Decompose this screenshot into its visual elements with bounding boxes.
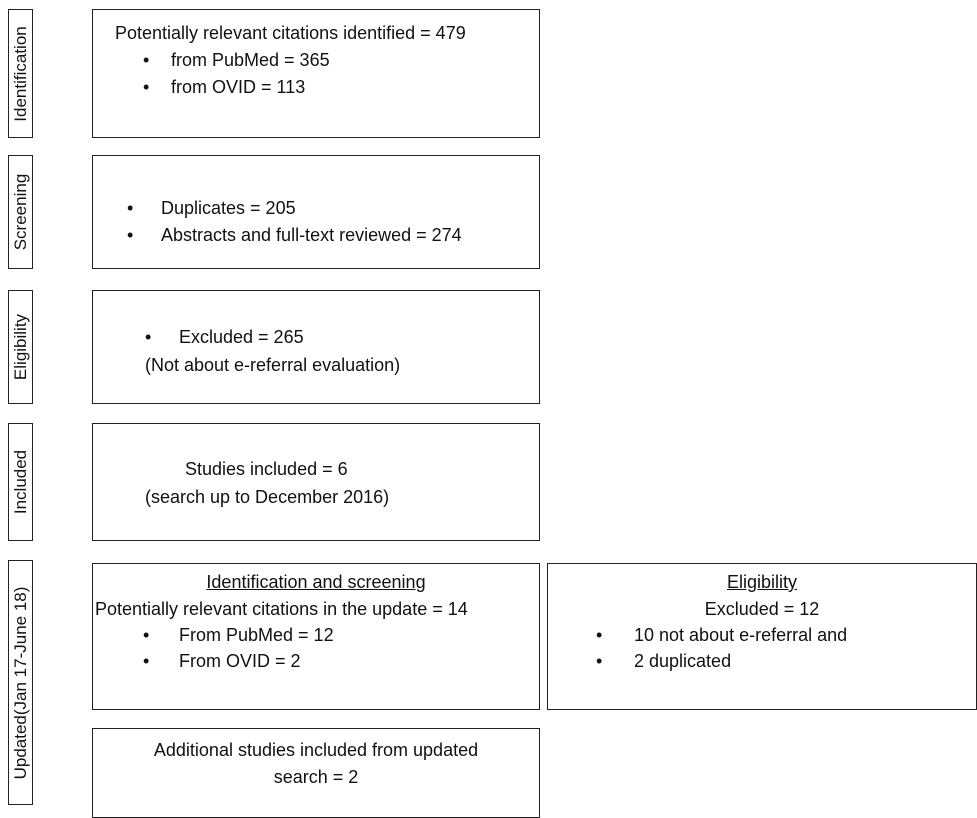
stage-identification: Identification — [8, 9, 33, 138]
update-eligibility-heading: Eligibility — [548, 571, 976, 593]
stage-eligibility-label: Eligibility — [10, 313, 30, 381]
update-eligibility-box: Eligibility Excluded = 12 • 10 not about… — [547, 563, 977, 710]
stage-screening: Screening — [8, 155, 33, 269]
eligibility-item: Excluded = 265 — [179, 327, 304, 347]
included-line1: Studies included = 6 — [185, 459, 348, 479]
eligibility-note: (Not about e-referral evaluation) — [145, 355, 401, 375]
update-screening-heading-rest: g — [415, 572, 426, 592]
bullet-icon: • — [596, 625, 603, 645]
update-screening-heading-underlined: Identification and screenin — [206, 572, 416, 592]
screening-item: Duplicates = 205 — [161, 198, 296, 218]
bullet-icon: • — [145, 327, 152, 347]
screening-item: Abstracts and full-text reviewed = 274 — [161, 225, 462, 245]
included-line2: (search up to December 2016) — [145, 487, 390, 507]
stage-updated-label: Updated(Jan 17-June 18) — [10, 586, 30, 779]
identification-title: Potentially relevant citations identifie… — [115, 23, 466, 43]
update-included-box: Additional studies included from updated… — [92, 728, 540, 818]
stage-screening-label: Screening — [10, 173, 30, 251]
screening-box: • Duplicates = 205 • Abstracts and full-… — [92, 155, 540, 269]
bullet-icon: • — [143, 651, 150, 671]
stage-identification-label: Identification — [10, 25, 30, 122]
bullet-icon: • — [143, 77, 150, 97]
update-screening-heading: Identification and screening — [93, 571, 539, 593]
bullet-icon: • — [143, 50, 150, 70]
included-box: Studies included = 6 (search up to Decem… — [92, 423, 540, 541]
stage-updated: Updated(Jan 17-June 18) — [8, 560, 33, 805]
update-eligibility-line1: Excluded = 12 — [704, 599, 820, 619]
update-eligibility-item: 2 duplicated — [634, 651, 732, 671]
bullet-icon: • — [596, 651, 603, 671]
update-eligibility-item: 10 not about e-referral and — [634, 625, 848, 645]
identification-box: Potentially relevant citations identifie… — [92, 9, 540, 138]
identification-item: from OVID = 113 — [171, 77, 306, 97]
update-eligibility-heading-text: Eligibility — [726, 572, 798, 592]
identification-item: from PubMed = 365 — [171, 50, 330, 70]
stage-eligibility: Eligibility — [8, 290, 33, 404]
update-screening-item: From PubMed = 12 — [179, 625, 334, 645]
stage-included-label: Included — [10, 449, 30, 515]
update-screening-item: From OVID = 2 — [179, 651, 301, 671]
update-screening-box: Identification and screening Potentially… — [92, 563, 540, 710]
update-included-line2: search = 2 — [273, 767, 359, 787]
bullet-icon: • — [143, 625, 150, 645]
stage-included: Included — [8, 423, 33, 541]
update-included-line1: Additional studies included from updated — [153, 740, 479, 760]
eligibility-box: • Excluded = 265 (Not about e-referral e… — [92, 290, 540, 404]
bullet-icon: • — [127, 198, 134, 218]
update-screening-title: Potentially relevant citations in the up… — [95, 599, 468, 619]
bullet-icon: • — [127, 225, 134, 245]
